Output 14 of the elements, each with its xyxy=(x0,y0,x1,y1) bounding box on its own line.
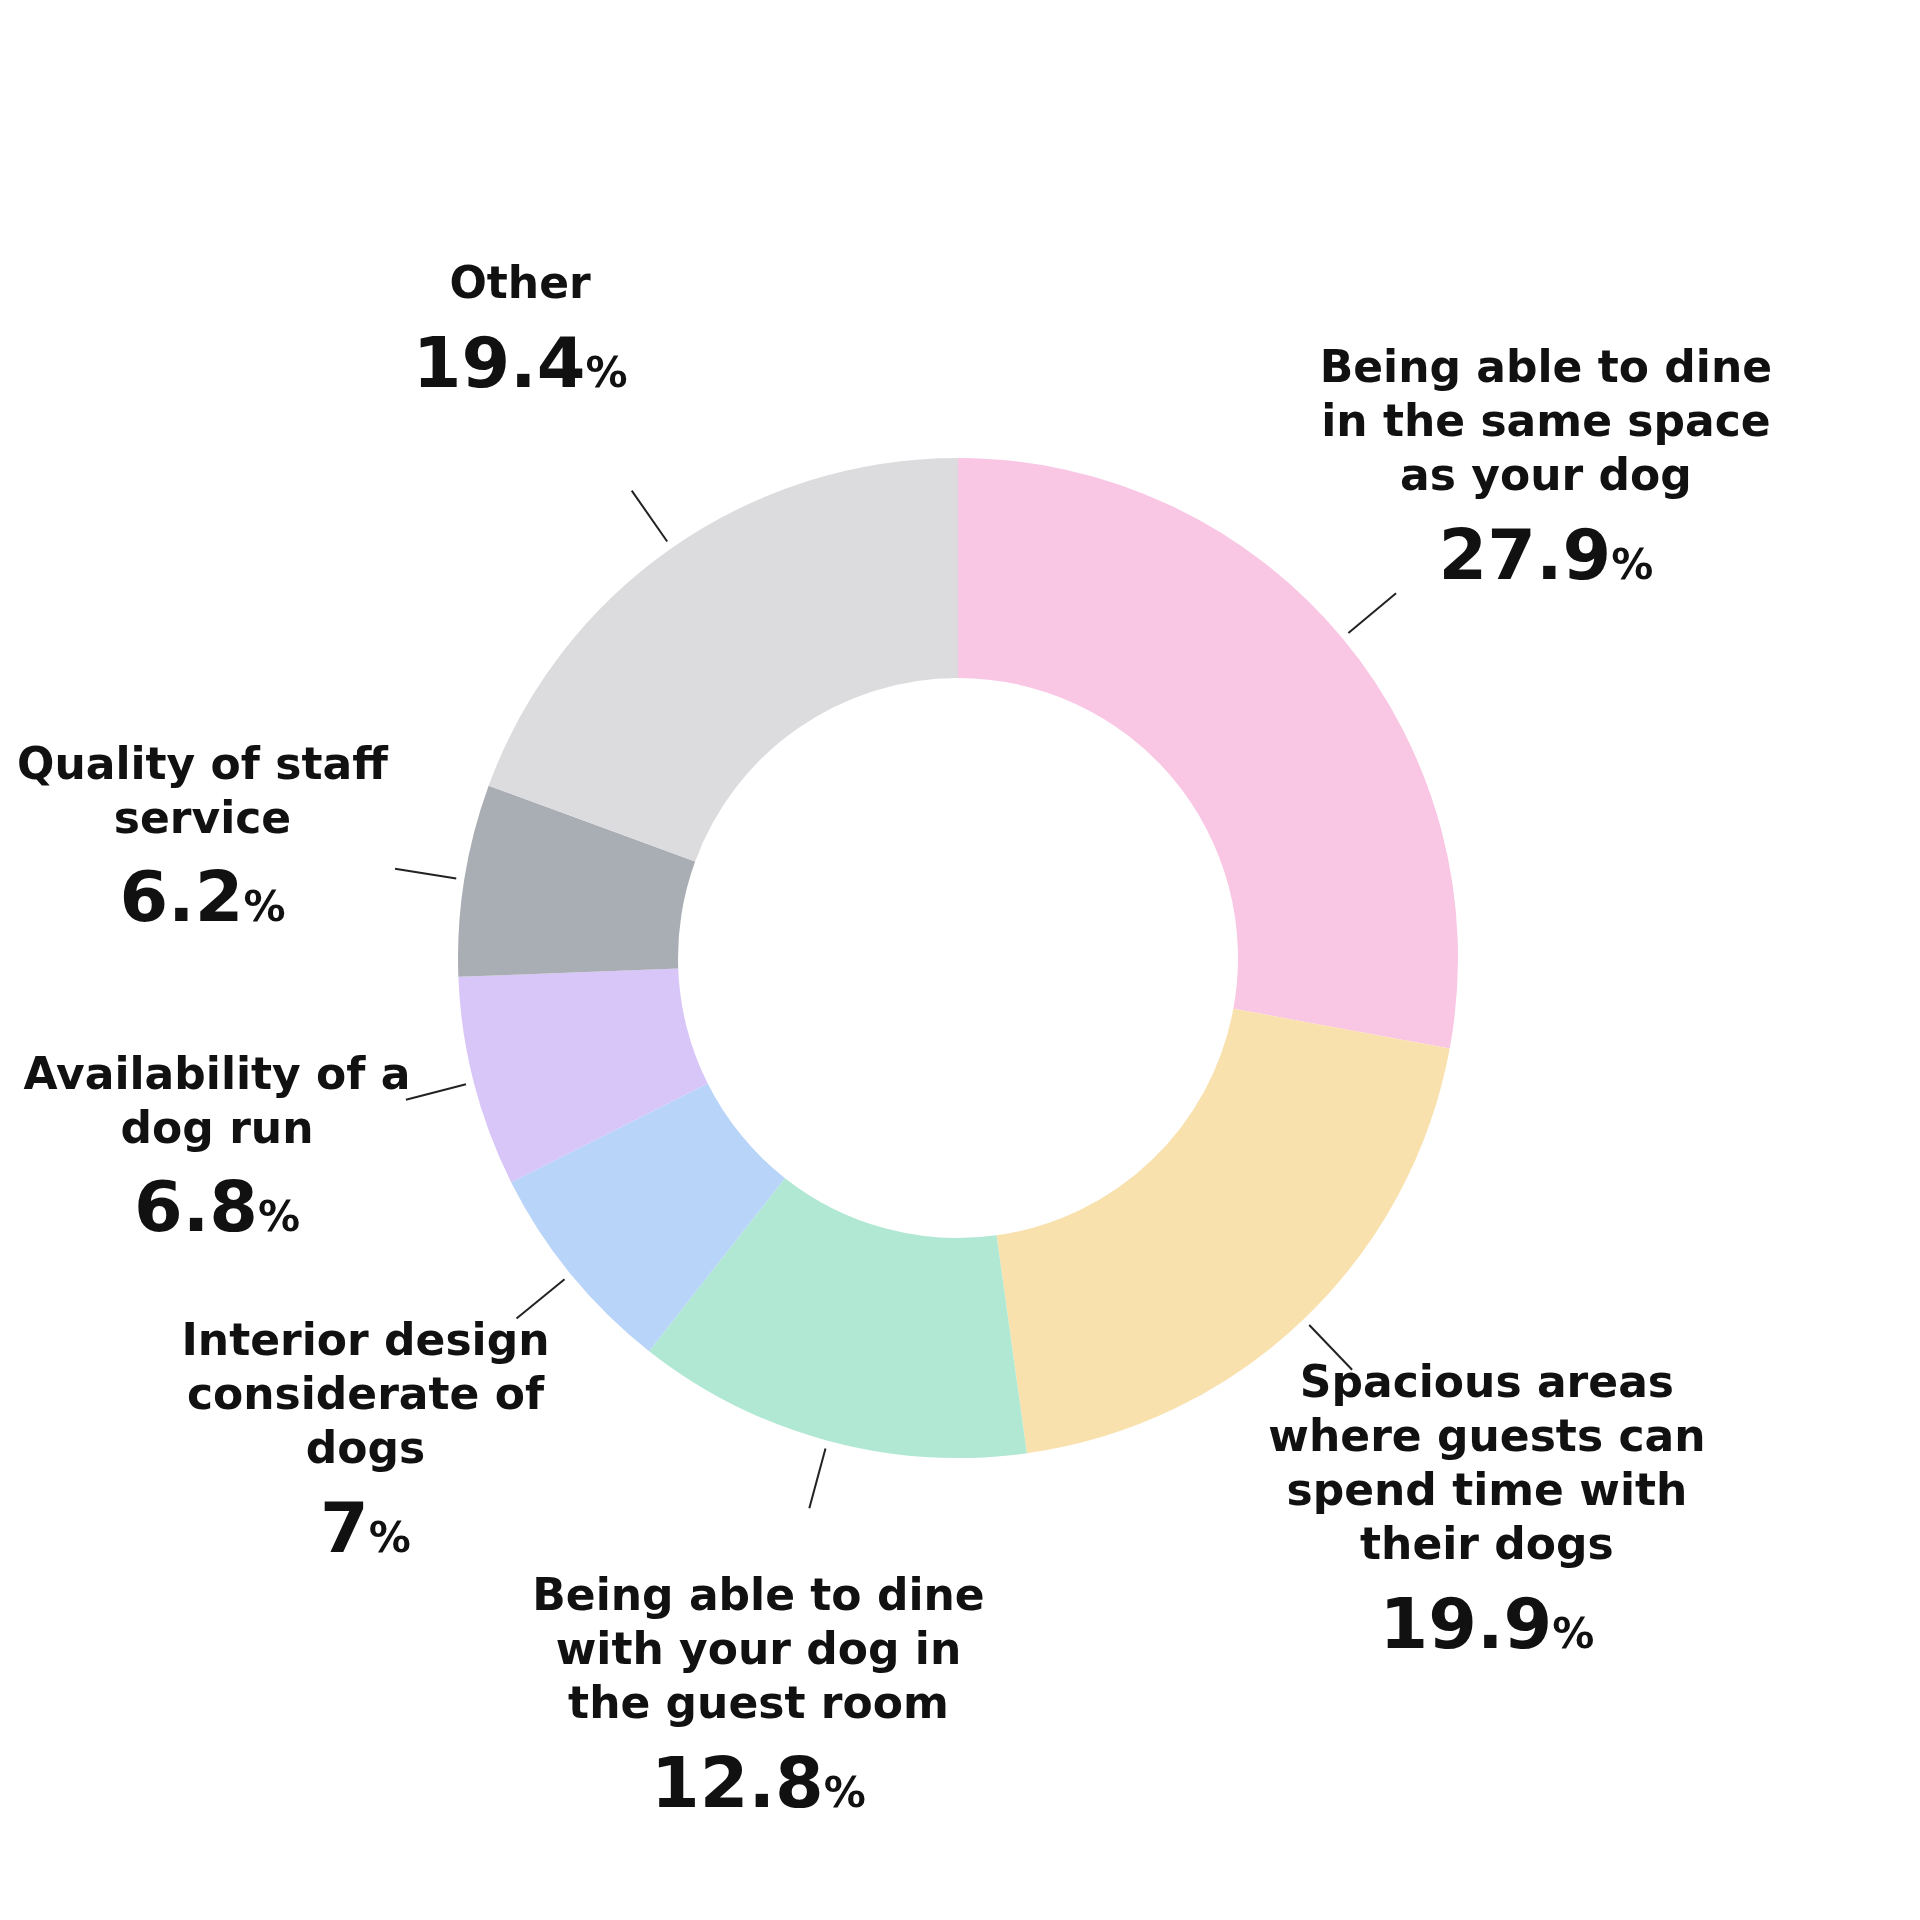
slice-label: Quality of staff service xyxy=(16,737,390,843)
data-label: 19.9% xyxy=(1379,1582,1595,1665)
data-label: 12.8% xyxy=(651,1741,866,1824)
slice-label: Being able to dine with your dog in the guest room xyxy=(532,1568,985,1728)
data-label: 27.9% xyxy=(1438,513,1654,596)
data-label: 7% xyxy=(320,1486,411,1569)
data-label: 19.4% xyxy=(412,321,628,404)
slice-label: Interior design considerate of dogs xyxy=(181,1314,550,1474)
slice-label: Other xyxy=(449,257,592,309)
data-label: 6.2% xyxy=(119,856,286,939)
data-label: 6.8% xyxy=(133,1166,301,1249)
slice-label: Being able to dine in the same space as your dog xyxy=(1319,340,1773,500)
slice-label: Availability of a dog run xyxy=(23,1047,411,1153)
slice-label: Spacious areas where guests can spend time with their dogs xyxy=(1268,1356,1706,1570)
